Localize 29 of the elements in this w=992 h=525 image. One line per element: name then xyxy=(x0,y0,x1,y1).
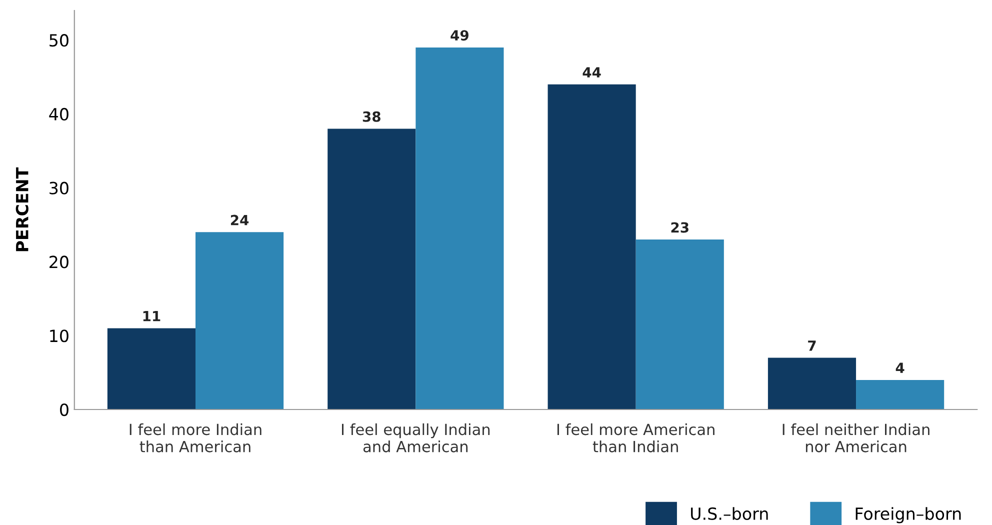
bar xyxy=(416,47,504,410)
y-tick-label: 10 xyxy=(50,330,68,342)
data-label: 23 xyxy=(671,222,688,233)
y-tick-label: 0 xyxy=(60,403,68,416)
y-axis-title: PERCENT xyxy=(16,167,28,252)
x-tick-label: I feel more Indian than American xyxy=(130,423,262,452)
y-tick-label: 30 xyxy=(50,182,68,194)
data-label: 7 xyxy=(808,340,816,351)
data-label: 38 xyxy=(362,111,380,122)
y-tick-label: 50 xyxy=(50,34,68,47)
bar xyxy=(856,380,944,410)
bar xyxy=(107,328,196,410)
data-label: 11 xyxy=(143,311,160,322)
bar xyxy=(195,232,284,410)
y-tick-label: 40 xyxy=(49,108,68,121)
bar xyxy=(548,84,636,410)
bar xyxy=(636,240,724,410)
data-label: 49 xyxy=(450,30,468,41)
data-label: 44 xyxy=(582,67,601,78)
legend-label: Foreign–born xyxy=(856,507,961,524)
data-label: 24 xyxy=(230,214,249,226)
x-tick-label: I feel neither Indian nor American xyxy=(782,423,930,452)
bar xyxy=(768,358,856,410)
y-tick-label: 20 xyxy=(50,256,68,268)
x-tick-label: I feel more American than Indian xyxy=(557,423,714,452)
x-tick-label: I feel equally Indian and American xyxy=(342,423,490,452)
bar xyxy=(328,128,416,410)
data-label: 4 xyxy=(896,362,904,373)
legend-label: U.S.–born xyxy=(691,507,768,520)
